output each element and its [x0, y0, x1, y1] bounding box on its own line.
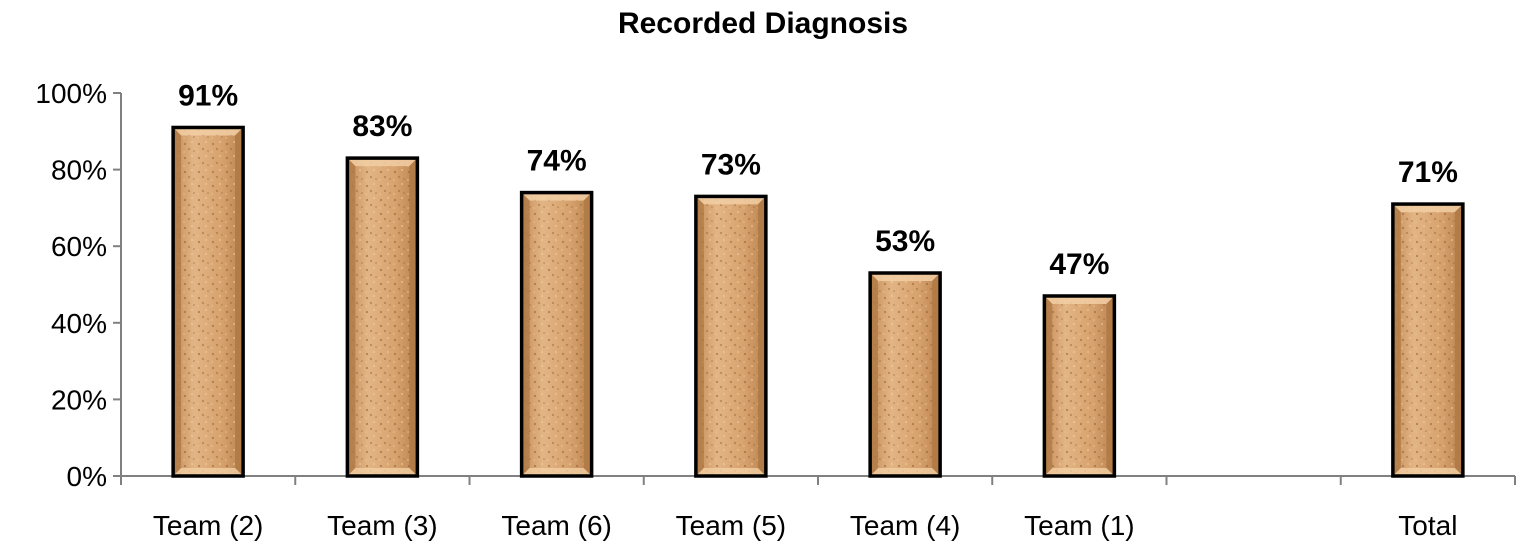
y-tick-label: 0%: [67, 461, 107, 492]
bar-bevel-left: [695, 196, 704, 476]
bar-texture: [521, 192, 592, 476]
bar-bevel-top: [521, 192, 592, 201]
bar-bevel-right: [757, 196, 766, 476]
bar-bevel-right: [583, 192, 592, 476]
x-category-label: Team (4): [850, 510, 960, 541]
bar-bevel-left: [1392, 204, 1401, 476]
bars: 91% 83% 74% 73% 53% 47% 71%: [171, 79, 1465, 478]
x-axis: Team (2) Team (3) Team (6) Team (5) Team (4)…: [120, 475, 1516, 541]
y-tick-label: 40%: [51, 308, 107, 339]
bar-outline: [1391, 202, 1465, 478]
bar: [694, 194, 768, 478]
bar-texture: [1392, 204, 1463, 476]
bar: [1042, 294, 1117, 478]
x-category-label: Team (5): [676, 510, 786, 541]
bar-bevel-top: [347, 158, 418, 167]
bar-data-label: 83%: [352, 110, 412, 143]
bar-bevel-right: [932, 273, 941, 476]
chart-title: Recorded Diagnosis: [618, 7, 908, 40]
x-category-label: Team (1): [1024, 510, 1134, 541]
bar-bevel-top: [695, 196, 766, 205]
bar-data-label: 73%: [701, 148, 761, 181]
bar-texture: [173, 127, 244, 476]
bar-outline: [519, 190, 594, 478]
bar: [345, 156, 420, 478]
bar-bevel-left: [521, 192, 530, 476]
bar-texture: [870, 273, 941, 476]
x-category-label: Team (3): [327, 510, 437, 541]
bar-bevel-left: [1044, 295, 1053, 476]
bar-bevel-left: [870, 273, 879, 476]
bar-bevel-left: [347, 158, 356, 477]
bar-bevel-bottom: [1392, 468, 1463, 476]
y-tick-label: 60%: [51, 231, 107, 262]
bar-data-label: 74%: [527, 145, 587, 178]
bar: [1391, 202, 1465, 478]
bar-bevel-bottom: [521, 468, 592, 476]
bar-data-label: 53%: [875, 225, 935, 258]
bar-bevel-top: [1044, 295, 1115, 304]
bar-bevel-top: [1392, 204, 1463, 213]
bar-bevel-bottom: [1044, 468, 1115, 476]
bar-bevel-bottom: [695, 468, 766, 476]
x-category-label: Total: [1398, 510, 1457, 541]
bar-outline: [868, 271, 942, 478]
y-tick-label: 100%: [35, 78, 107, 109]
bar-bevel-right: [1454, 204, 1463, 476]
bar-outline: [694, 194, 768, 478]
y-axis: 0% 20% 40% 60% 80% 100%: [35, 78, 122, 492]
bar-bevel-right: [1106, 295, 1115, 476]
bar-outline: [1042, 294, 1117, 478]
bar-bevel-bottom: [870, 468, 941, 476]
bar-outline: [171, 125, 245, 478]
bar: [519, 190, 594, 478]
bar-texture: [1044, 295, 1115, 476]
bar-bevel-right: [235, 127, 244, 476]
bar-texture: [347, 158, 418, 477]
bar-bevel-bottom: [347, 468, 418, 476]
bar-data-label: 47%: [1049, 248, 1109, 281]
bar-texture: [695, 196, 766, 476]
bar-bevel-top: [173, 127, 244, 136]
bar: [868, 271, 942, 478]
bar-bevel-left: [173, 127, 182, 476]
bar-data-label: 71%: [1398, 156, 1458, 189]
y-tick-label: 20%: [51, 384, 107, 415]
x-category-label: Team (6): [501, 510, 611, 541]
bar-outline: [345, 156, 420, 478]
x-category-label: Team (2): [153, 510, 263, 541]
bar-bevel-right: [409, 158, 418, 477]
bar-data-label: 91%: [178, 79, 238, 112]
y-tick-label: 80%: [51, 155, 107, 186]
bar-bevel-top: [870, 273, 941, 282]
bar: [171, 125, 245, 478]
bar-bevel-bottom: [173, 468, 244, 476]
